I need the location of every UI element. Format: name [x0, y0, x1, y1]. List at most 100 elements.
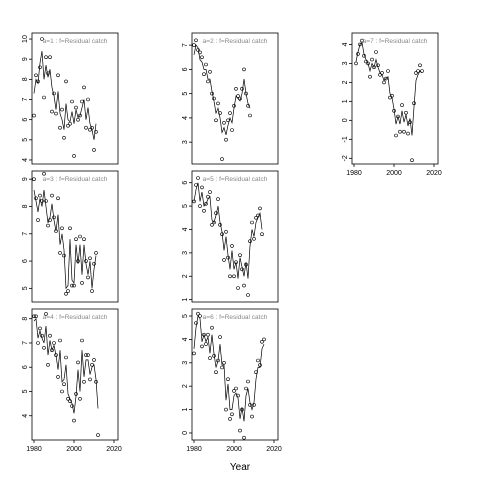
data-point — [46, 71, 50, 76]
y-tick-label: 6 — [22, 365, 29, 369]
data-point — [78, 234, 82, 239]
fitted-line — [33, 317, 99, 414]
data-point — [410, 158, 414, 162]
data-point — [362, 53, 366, 58]
x-tick-label: 2000 — [66, 446, 82, 453]
fitted-line — [355, 41, 423, 136]
y-tick-label: 10 — [22, 35, 29, 43]
x-tick-label: 2020 — [266, 446, 282, 453]
data-point — [230, 128, 234, 132]
data-point — [258, 363, 262, 367]
data-point — [92, 148, 96, 152]
y-tick-label: 3 — [182, 361, 189, 365]
fitted-line — [193, 44, 251, 135]
data-point — [222, 121, 226, 125]
data-point — [216, 101, 220, 106]
data-point — [232, 104, 236, 108]
data-point — [208, 70, 212, 74]
panel-title: a=6 : f=Residual catch — [203, 314, 268, 321]
data-point — [86, 97, 90, 102]
data-point — [50, 193, 54, 198]
data-point — [212, 96, 216, 101]
data-point — [82, 85, 86, 90]
data-point — [208, 356, 212, 360]
panel-6: 4 5 6 7 8 1980 2000 2020 a=4 : f=Residual catch — [22, 308, 122, 453]
y-tick-label: 2 — [342, 80, 349, 84]
data-point — [240, 407, 244, 412]
data-point — [392, 109, 396, 113]
data-point — [416, 69, 420, 73]
data-point — [42, 95, 46, 100]
data-point — [48, 333, 52, 338]
y-tick-label: 8 — [22, 317, 29, 321]
data-point — [256, 358, 260, 363]
data-point — [258, 206, 262, 211]
data-point — [206, 79, 210, 84]
data-point — [198, 314, 202, 318]
y-tick-label: 7 — [22, 341, 29, 345]
data-point — [398, 129, 402, 134]
fitted-line — [193, 315, 265, 422]
data-point — [252, 237, 256, 241]
data-point — [226, 377, 230, 382]
data-point — [196, 48, 200, 52]
data-point — [218, 111, 222, 115]
x-tick-label: 2000 — [386, 170, 402, 177]
panel-frame — [31, 32, 119, 165]
data-point — [236, 94, 240, 98]
data-point — [82, 237, 86, 241]
fitted-line — [33, 51, 97, 140]
panel-title: a=2 : f=Residual catch — [203, 38, 268, 45]
y-tick-label: 5 — [22, 138, 29, 142]
data-point — [56, 375, 60, 379]
data-point — [406, 131, 410, 136]
data-point — [364, 59, 368, 64]
y-tick-label: 3 — [182, 251, 189, 255]
data-point — [242, 67, 246, 72]
y-tick-label: 8 — [22, 204, 29, 208]
data-point — [66, 289, 70, 293]
data-point — [60, 389, 64, 394]
panel-title: a=5 : f=Residual catch — [203, 176, 268, 183]
data-point — [198, 50, 202, 55]
data-point — [64, 79, 68, 84]
data-point — [38, 65, 42, 70]
data-point — [224, 137, 228, 142]
y-tick-label: 2 — [182, 384, 189, 388]
data-point — [74, 237, 78, 241]
panel-2: 3 4 5 6 7 a=2 : f=Residual catch — [182, 32, 279, 165]
data-point — [76, 259, 80, 263]
data-point — [248, 403, 252, 407]
data-point — [242, 283, 246, 288]
data-point — [68, 121, 72, 126]
data-point — [32, 177, 36, 181]
data-point — [226, 255, 230, 260]
data-point — [214, 118, 218, 123]
data-point — [234, 386, 238, 391]
data-point — [384, 76, 388, 81]
data-point — [44, 55, 48, 60]
data-point — [46, 223, 50, 228]
data-point — [60, 226, 64, 231]
data-point — [402, 129, 406, 134]
x-tick-label: 2020 — [106, 446, 122, 453]
data-point — [236, 286, 240, 290]
data-point — [70, 283, 74, 288]
data-point — [238, 96, 242, 101]
y-tick-label: -1 — [342, 136, 349, 142]
y-tick-label: 6 — [22, 259, 29, 263]
data-point — [202, 209, 206, 213]
data-point — [52, 215, 56, 220]
data-point — [200, 185, 204, 190]
data-point — [34, 73, 38, 78]
data-point — [250, 414, 254, 419]
data-point — [252, 403, 256, 407]
data-point — [204, 202, 208, 206]
data-point — [54, 229, 58, 233]
data-point — [192, 351, 196, 356]
data-point — [216, 197, 220, 201]
data-point — [58, 251, 62, 255]
y-tick-label: 1 — [182, 298, 189, 302]
data-point — [38, 193, 42, 198]
data-point — [66, 123, 70, 128]
